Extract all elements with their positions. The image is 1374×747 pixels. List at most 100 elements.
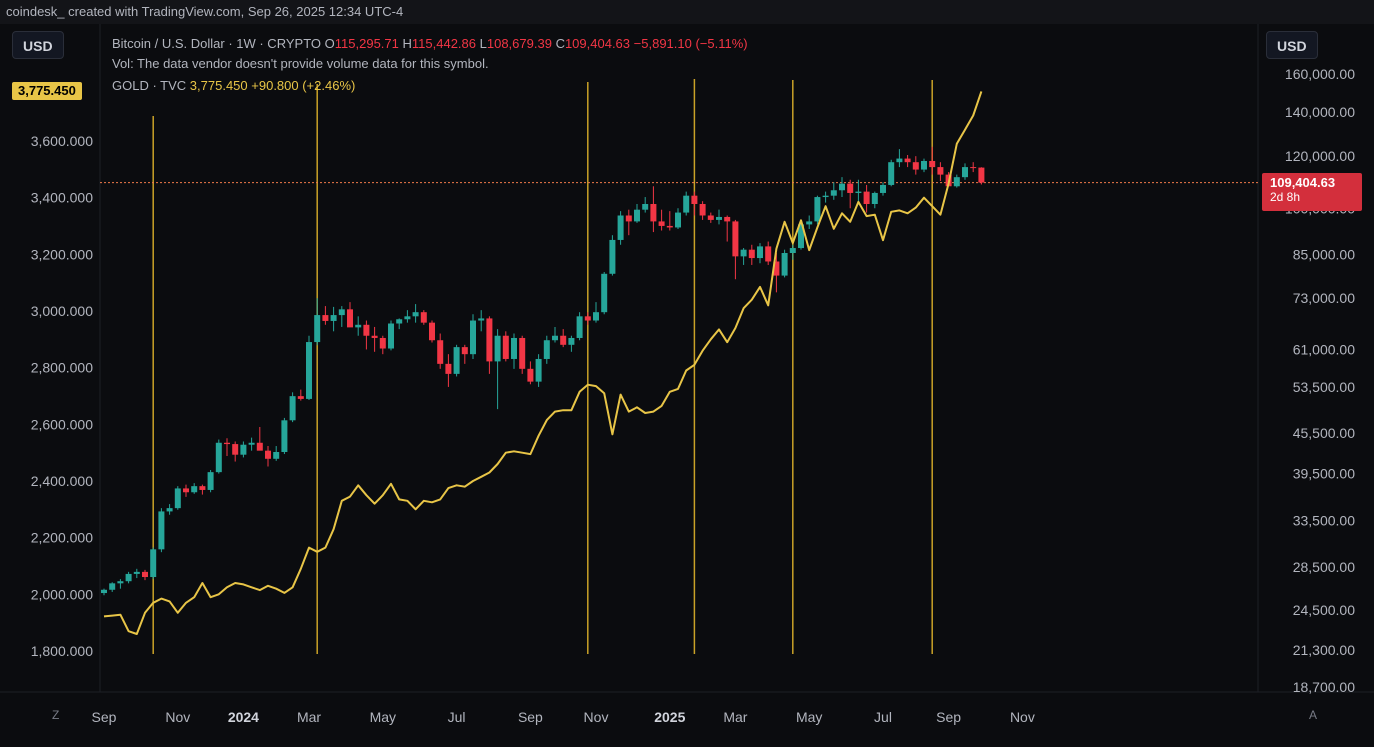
- time-tick-label: May: [370, 709, 396, 725]
- left-tick-label: 2,800.000: [31, 360, 93, 376]
- btc-candle-body: [101, 589, 107, 594]
- btc-candle-body: [625, 215, 632, 222]
- btc-candle-body: [412, 312, 419, 317]
- time-tick-label: 2025: [654, 709, 685, 725]
- gold-symbol-name[interactable]: GOLD · TVC: [112, 78, 187, 93]
- left-currency-button[interactable]: USD: [12, 31, 64, 59]
- btc-candle-body: [568, 337, 575, 345]
- btc-candle-body: [642, 204, 649, 210]
- right-tick-label: 18,700.00: [1293, 679, 1355, 695]
- right-currency-button[interactable]: USD: [1266, 31, 1318, 59]
- btc-candle-body: [420, 312, 427, 323]
- btc-candle-body: [437, 340, 444, 364]
- left-tick-label: 3,600.000: [31, 133, 93, 149]
- left-tick-label: 1,800.000: [31, 643, 93, 659]
- right-tick-label: 85,000.00: [1293, 247, 1355, 263]
- btc-candle-body: [461, 347, 468, 355]
- btc-candle-body: [609, 239, 616, 274]
- right-tick-label: 24,500.00: [1293, 602, 1355, 618]
- btc-candle-body: [404, 316, 411, 320]
- btc-candle-body: [363, 324, 370, 336]
- close-value: 109,404.63: [564, 36, 631, 51]
- btc-candle-body: [937, 167, 944, 175]
- btc-candle-body: [297, 396, 304, 399]
- btc-candle-body: [617, 215, 624, 240]
- btc-candle-body: [240, 444, 247, 455]
- btc-candle-body: [601, 273, 608, 313]
- btc-candle-body: [519, 337, 526, 369]
- btc-candle-body: [379, 337, 386, 349]
- right-tick-label: 160,000.00: [1285, 66, 1355, 82]
- btc-symbol-name[interactable]: Bitcoin / U.S. Dollar · 1W · CRYPTO: [112, 36, 322, 51]
- btc-candle-body: [199, 486, 206, 490]
- btc-candle-body: [133, 571, 140, 574]
- time-tick-label: Mar: [297, 709, 321, 725]
- btc-candle-body: [970, 167, 977, 169]
- btc-candle-body: [543, 340, 550, 359]
- btc-candle-body: [527, 368, 534, 382]
- time-tick-label: Mar: [723, 709, 747, 725]
- btc-candle-body: [338, 309, 345, 316]
- chart-canvas[interactable]: 1,800.000 2,000.000 2,200.000 2,400.000 2,60…: [0, 24, 1374, 747]
- auto-scale-button[interactable]: A: [1309, 708, 1318, 722]
- btc-candle-body: [847, 183, 854, 193]
- open-value: 115,295.71: [334, 36, 399, 51]
- btc-candle-body: [806, 221, 813, 225]
- btc-candle-body: [453, 347, 460, 374]
- btc-price-tag-countdown: 2d 8h: [1270, 190, 1301, 204]
- btc-candle-body: [584, 316, 591, 321]
- btc-candle-body: [306, 342, 312, 399]
- btc-candle-body: [511, 337, 517, 359]
- btc-price-tag-value: 109,404.63: [1270, 175, 1336, 190]
- btc-candle-body: [166, 508, 173, 512]
- btc-candle-body: [470, 320, 476, 355]
- btc-candle-body: [207, 472, 214, 490]
- time-tick-label: Sep: [518, 709, 543, 725]
- btc-candle-body: [314, 315, 321, 343]
- btc-candle-body: [576, 316, 583, 338]
- time-tick-label: May: [796, 709, 822, 725]
- time-tick-label: Nov: [584, 709, 609, 725]
- right-tick-label: 21,300.00: [1293, 642, 1355, 658]
- right-tick-label: 61,000.00: [1293, 341, 1355, 357]
- btc-candle-body: [789, 248, 796, 254]
- btc-candle-body: [773, 261, 780, 276]
- btc-candle-body: [478, 318, 485, 321]
- btc-candle-body: [888, 162, 895, 185]
- btc-candle-body: [388, 323, 394, 349]
- chart-area[interactable]: 1,800.000 2,000.000 2,200.000 2,400.000 2,60…: [0, 24, 1374, 747]
- open-label: O: [324, 36, 335, 51]
- btc-candle-body: [757, 246, 763, 259]
- btc-candle-body: [125, 573, 132, 582]
- btc-candle-body: [215, 442, 222, 473]
- left-tick-label: 2,200.000: [31, 530, 93, 546]
- btc-candle-body: [330, 315, 337, 321]
- btc-candle-body: [691, 195, 698, 205]
- btc-candle-body: [634, 209, 640, 222]
- gold-change: +90.800 (+2.46%): [251, 78, 356, 93]
- zoom-scale-button[interactable]: Z: [52, 708, 60, 722]
- gold-price-line: [103, 91, 983, 635]
- gold-price-tag: 3,775.450: [12, 82, 82, 100]
- right-tick-label: 28,500.00: [1293, 559, 1355, 575]
- time-tick-label: Sep: [92, 709, 117, 725]
- btc-candle-body: [650, 204, 657, 222]
- btc-candle-body: [962, 167, 968, 178]
- low-label: L: [479, 36, 487, 51]
- btc-candle-body: [863, 191, 870, 205]
- volume-legend: Vol: The data vendor doesn't provide vol…: [112, 56, 489, 71]
- right-tick-label: 33,500.00: [1293, 513, 1355, 529]
- btc-price-tag: 109,404.63 2d 8h: [1262, 173, 1362, 211]
- right-tick-label: 53,500.00: [1293, 379, 1355, 395]
- btc-candle-body: [707, 215, 714, 220]
- btc-candle-body: [191, 486, 198, 493]
- btc-candle-body: [699, 204, 706, 216]
- btc-candle-body: [494, 335, 501, 362]
- right-tick-label: 39,500.00: [1293, 466, 1355, 482]
- left-tick-label: 2,600.000: [31, 416, 93, 432]
- btc-candle-body: [248, 442, 255, 445]
- right-tick-label: 73,000.00: [1293, 290, 1355, 306]
- btc-legend: Bitcoin / U.S. Dollar · 1W · CRYPTO O115…: [112, 36, 748, 51]
- high-label: H: [402, 36, 412, 51]
- btc-candle-body: [265, 450, 271, 459]
